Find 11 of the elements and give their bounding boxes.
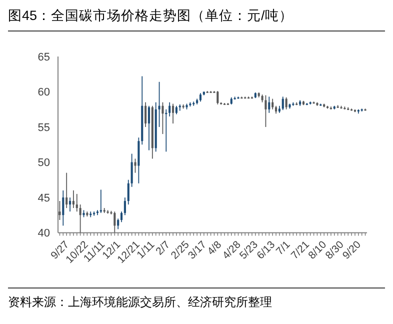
x-tick-label: 4/8 bbox=[205, 238, 224, 258]
y-tick-label: 50 bbox=[38, 157, 50, 170]
y-tick-label: 45 bbox=[38, 192, 50, 204]
y-tick-label: 65 bbox=[38, 52, 50, 64]
candlestick bbox=[134, 158, 136, 174]
y-tick-label: 40 bbox=[38, 228, 50, 240]
text: 资料来源：上海环境能源交易所、经济研究所整理 bbox=[8, 295, 272, 309]
chart-title: 图45：全国碳市场价格走势图（单位：元/吨） bbox=[8, 8, 293, 23]
y-tick-label: 55 bbox=[38, 122, 50, 134]
x-tick-label: 7/1 bbox=[274, 238, 293, 258]
y-tick-label: 60 bbox=[38, 86, 50, 99]
